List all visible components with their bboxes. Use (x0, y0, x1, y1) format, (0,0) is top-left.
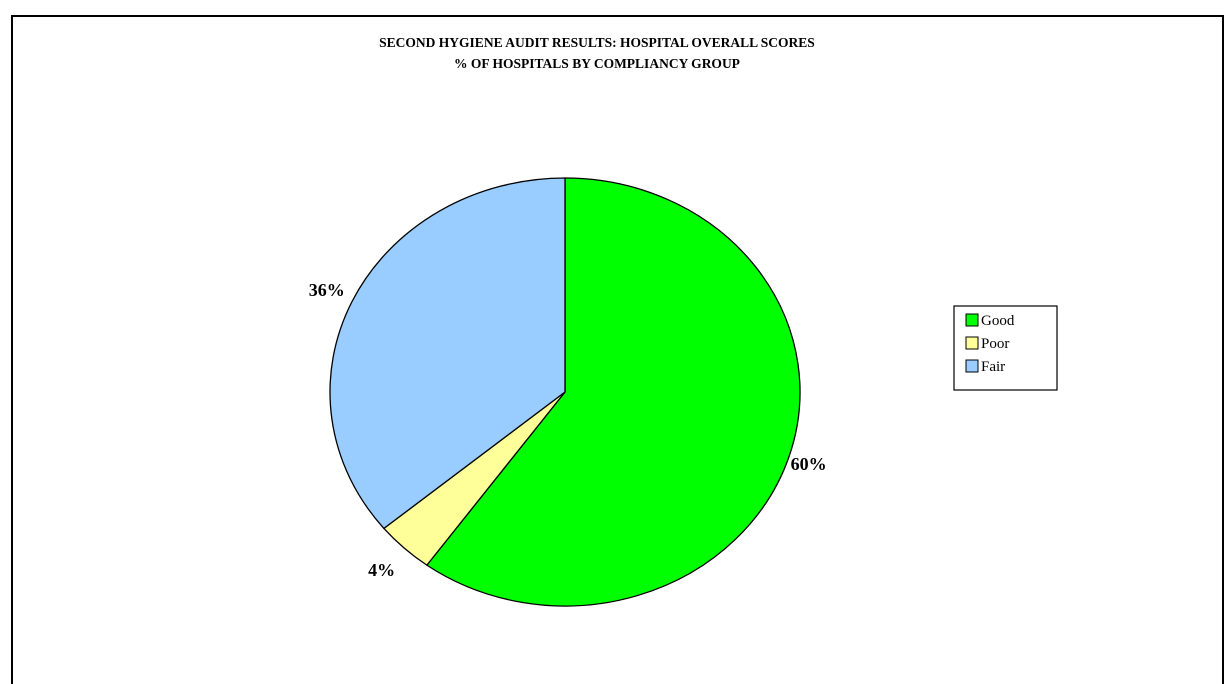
legend-swatch-fair (965, 359, 979, 373)
data-label-poor: 4% (368, 560, 395, 580)
pie-slices (329, 177, 801, 607)
pie-slice-good (425, 177, 801, 607)
chart-frame (11, 15, 1224, 684)
legend-label-fair: Fair (981, 359, 1005, 375)
legend-swatch-poor (965, 336, 979, 350)
legend-label-poor: Poor (981, 336, 1009, 352)
chart-title: SECOND HYGIENE AUDIT RESULTS: HOSPITAL O… (379, 35, 815, 50)
legend-swatch-good (965, 313, 979, 327)
legend: Good Poor Fair (953, 305, 1058, 391)
pie-data-labels: 60% 4% 36% (309, 280, 827, 580)
data-label-good: 60% (791, 454, 827, 474)
pie-slice-fair (329, 177, 566, 530)
chart-subtitle: % OF HOSPITALS BY COMPLIANCY GROUP (454, 56, 740, 71)
data-label-fair: 36% (309, 280, 345, 300)
legend-label-good: Good (981, 313, 1015, 329)
